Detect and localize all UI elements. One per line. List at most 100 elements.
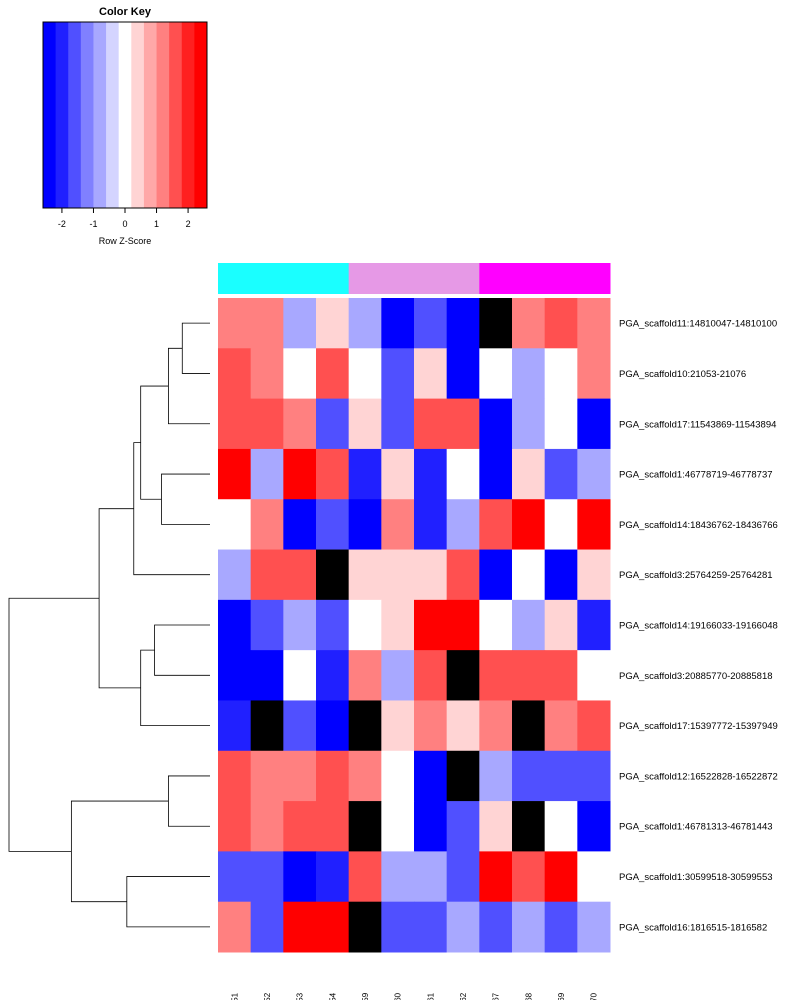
heatmap-cell bbox=[479, 298, 513, 349]
heatmap-cell bbox=[250, 750, 284, 802]
heatmap-cell bbox=[512, 901, 546, 953]
dendrogram-link bbox=[8, 597, 100, 852]
heatmap-cell bbox=[316, 549, 350, 601]
heatmap-cell bbox=[250, 851, 284, 903]
heatmap-cell bbox=[479, 750, 513, 802]
heatmap-cell bbox=[316, 398, 350, 450]
heatmap-cell bbox=[348, 298, 382, 349]
heatmap-cell bbox=[414, 851, 448, 903]
column-group-block bbox=[218, 263, 350, 294]
row-label: PGA_scaffold10:21053-21076 bbox=[619, 369, 746, 380]
heatmap-cell bbox=[414, 901, 448, 953]
heatmap-cell bbox=[479, 700, 513, 752]
heatmap-cell bbox=[479, 499, 513, 551]
heatmap-cell bbox=[512, 348, 546, 400]
heatmap-cell bbox=[348, 700, 382, 752]
heatmap-cell bbox=[479, 448, 513, 500]
heatmap-cell bbox=[348, 801, 382, 852]
column-group-block bbox=[348, 263, 480, 294]
heatmap-cell bbox=[544, 448, 578, 500]
heatmap-cell bbox=[316, 499, 350, 551]
dendrogram-link bbox=[126, 876, 210, 928]
heatmap-cell bbox=[577, 650, 611, 701]
heatmap-cell bbox=[512, 851, 546, 903]
row-label: PGA_scaffold17:11543869-11543894 bbox=[619, 419, 776, 430]
heatmap-cell bbox=[218, 348, 252, 400]
row-label: PGA_scaffold3:25764259-25764281 bbox=[619, 570, 773, 581]
heatmap-cell bbox=[381, 901, 415, 953]
dendrogram-link bbox=[181, 322, 210, 374]
heatmap-cell bbox=[381, 700, 415, 752]
row-label: PGA_scaffold11:14810047-14810100 bbox=[619, 319, 777, 330]
dendrogram-link bbox=[161, 473, 210, 525]
heatmap-cell bbox=[512, 398, 546, 450]
dendrogram-link bbox=[154, 624, 210, 676]
heatmap-cell bbox=[250, 700, 284, 752]
heatmap-cell bbox=[512, 499, 546, 551]
color-key-tick-label: -1 bbox=[89, 219, 97, 229]
dendrogram-link bbox=[140, 649, 210, 727]
color-key-band bbox=[80, 22, 94, 208]
column-label: el_EPI.161 bbox=[426, 992, 435, 1000]
heatmap-cell bbox=[577, 499, 611, 551]
heatmap-cell bbox=[446, 348, 480, 400]
heatmap-cell bbox=[512, 750, 546, 802]
heatmap-cell bbox=[446, 448, 480, 500]
heatmap-cell bbox=[512, 298, 546, 349]
heatmap-cell bbox=[512, 650, 546, 701]
heatmap-cell bbox=[446, 599, 480, 651]
dendrogram-link bbox=[98, 508, 141, 689]
heatmap-cell bbox=[316, 700, 350, 752]
heatmap-cell bbox=[577, 298, 611, 349]
column-labels: el_EPI.151 el_EPI.152 el_EPI.153 el_EPI.154… bbox=[230, 992, 598, 1000]
column-group-block bbox=[479, 263, 611, 294]
color-key: Color Key -2 -1 0 1 2 Row Z-Score bbox=[42, 6, 208, 246]
heatmap-cell bbox=[381, 851, 415, 903]
heatmap-cell bbox=[479, 549, 513, 601]
heatmap-cell bbox=[250, 348, 284, 400]
heatmap-cell bbox=[348, 398, 382, 450]
heatmap-cell bbox=[316, 851, 350, 903]
heatmap-cell bbox=[348, 650, 382, 701]
heatmap-cell bbox=[283, 801, 317, 852]
heatmap-cell bbox=[250, 448, 284, 500]
heatmap-cell bbox=[577, 549, 611, 601]
heatmap-cell bbox=[446, 499, 480, 551]
row-dendrogram bbox=[8, 322, 210, 928]
color-key-band bbox=[181, 22, 195, 208]
color-key-band bbox=[131, 22, 145, 208]
heatmap-cell bbox=[250, 599, 284, 651]
heatmap-cell bbox=[544, 549, 578, 601]
color-key-axis: -2 -1 0 1 2 bbox=[58, 208, 191, 229]
color-key-tick-label: 2 bbox=[186, 219, 191, 229]
color-key-band bbox=[93, 22, 107, 208]
color-key-tick-label: -2 bbox=[58, 219, 66, 229]
heatmap-cell bbox=[544, 750, 578, 802]
heatmap-cell bbox=[348, 549, 382, 601]
heatmap-cell bbox=[446, 700, 480, 752]
heatmap-cell bbox=[446, 801, 480, 852]
heatmap-cell bbox=[283, 298, 317, 349]
heatmap-cell bbox=[381, 348, 415, 400]
column-label: el_EPI.153 bbox=[296, 992, 305, 1000]
heatmap-cell bbox=[316, 348, 350, 400]
heatmap-cell bbox=[414, 499, 448, 551]
heatmap-cell bbox=[577, 700, 611, 752]
row-label: PGA_scaffold1:46778719-46778737 bbox=[619, 470, 773, 481]
heatmap-cell bbox=[544, 901, 578, 953]
heatmap-cell bbox=[577, 348, 611, 400]
heatmap-cell bbox=[348, 851, 382, 903]
heatmap-cell bbox=[414, 599, 448, 651]
heatmap-cell bbox=[218, 750, 252, 802]
heatmap-cell bbox=[218, 499, 252, 551]
heatmap-cell bbox=[512, 599, 546, 651]
heatmap-cell bbox=[218, 650, 252, 701]
heatmap-cell bbox=[512, 700, 546, 752]
color-key-band bbox=[68, 22, 82, 208]
heatmap-cell bbox=[381, 549, 415, 601]
heatmap-cell bbox=[316, 750, 350, 802]
heatmap-cell bbox=[348, 599, 382, 651]
heatmap-cell bbox=[577, 599, 611, 651]
heatmap-cell bbox=[414, 398, 448, 450]
